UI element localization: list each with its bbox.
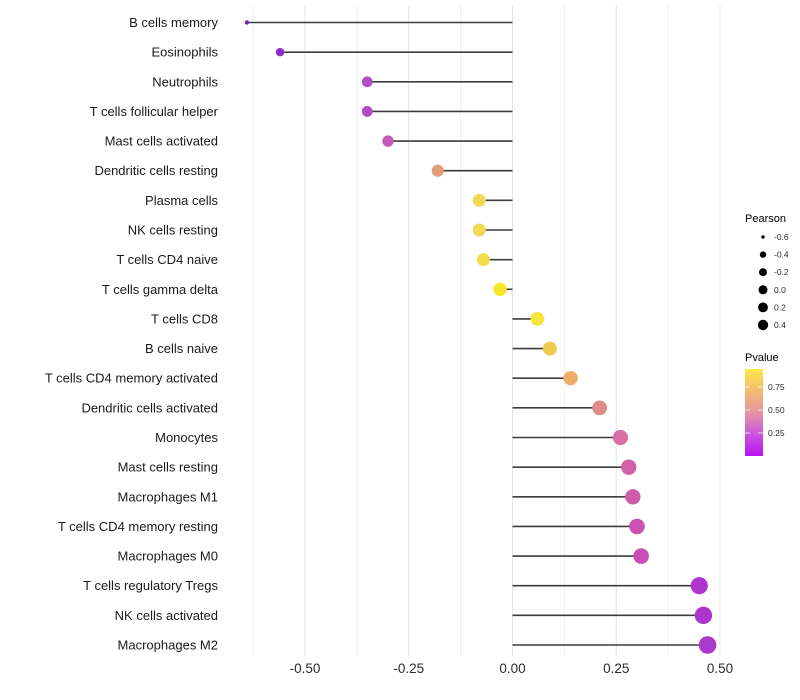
lollipop-row: Macrophages M2: [118, 636, 717, 654]
lollipop-dot: [275, 47, 285, 57]
legend-size-dot: [759, 268, 767, 277]
category-label: Mast cells activated: [105, 134, 218, 149]
lollipop-row: Plasma cells: [145, 193, 513, 208]
legend-size-dot: [757, 319, 769, 331]
lollipop-dot: [592, 400, 608, 416]
category-label: T cells follicular helper: [90, 104, 219, 119]
legend-pvalue-title: Pvalue: [745, 352, 779, 364]
category-label: Macrophages M1: [118, 489, 218, 504]
pvalue-tick-label: 0.75: [768, 382, 785, 392]
x-tick-label: 0.50: [707, 661, 733, 676]
lollipop-row: T cells CD8: [151, 311, 545, 326]
axis-layer: -0.50 -0.25 0.00 0.25 0.50: [290, 661, 734, 676]
lollipop-dot: [472, 223, 486, 237]
lollipop-dot: [361, 76, 373, 88]
pvalue-tick-label: 0.25: [768, 428, 785, 438]
grid-layer: [252, 6, 721, 656]
lollipop-dot: [612, 429, 629, 446]
lollipop-dot: [431, 164, 444, 177]
lollipop-row: NK cells resting: [128, 223, 513, 238]
category-label: Mast cells resting: [118, 460, 218, 475]
lollipop-row: Eosinophils: [152, 45, 513, 60]
legend-size-dot: [759, 251, 767, 258]
lollipop-dot: [563, 371, 578, 386]
category-label: Dendritic cells activated: [81, 400, 218, 415]
lollipop-row: Mast cells activated: [105, 134, 513, 149]
lollipop-row: T cells follicular helper: [90, 104, 513, 119]
legend-size-label: 0.0: [774, 285, 786, 295]
legend-layer: Pearson -0.6 -0.4 -0.2 0.0 0.2 0.4 Pvalue 0.75 0.…: [745, 213, 789, 456]
category-label: Eosinophils: [152, 45, 219, 60]
x-tick-label: 0.00: [499, 661, 525, 676]
lollipop-dot: [382, 135, 394, 147]
legend-size-label: 0.2: [774, 302, 786, 312]
x-tick-label: 0.25: [603, 661, 629, 676]
lollipop-row: T cells gamma delta: [102, 282, 513, 297]
lollipop-dot: [542, 341, 557, 356]
lollipop-dot: [244, 20, 250, 25]
lollipop-dot: [530, 312, 545, 326]
lollipop-dot: [694, 606, 713, 625]
x-tick-label: -0.25: [393, 661, 424, 676]
legend-size-label: 0.4: [774, 320, 786, 330]
category-label: B cells naive: [145, 341, 218, 356]
lollipop-row: T cells CD4 memory activated: [45, 371, 578, 386]
lollipop-row: Mast cells resting: [118, 459, 637, 475]
category-label: Neutrophils: [152, 74, 218, 89]
category-label: T cells CD4 naive: [116, 252, 218, 267]
lollipop-dot: [621, 459, 637, 475]
category-label: NK cells resting: [128, 223, 218, 238]
lollipop-row: B cells memory: [129, 15, 513, 30]
legend-size-label: -0.2: [774, 267, 789, 277]
lollipop-row: T cells CD4 naive: [116, 252, 513, 267]
x-tick-label: -0.50: [290, 661, 321, 676]
category-label: NK cells activated: [115, 608, 218, 623]
lollipop-row: T cells CD4 memory resting: [58, 518, 645, 535]
lollipop-row: Dendritic cells resting: [94, 163, 513, 178]
pvalue-tick-label: 0.50: [768, 405, 785, 415]
lollipop-row: Macrophages M0: [118, 548, 649, 564]
lollipop-dot: [493, 282, 507, 296]
category-label: Macrophages M2: [118, 638, 218, 653]
lollipop-row: Neutrophils: [152, 74, 513, 89]
lollipop-dot: [690, 577, 708, 595]
category-label: T cells CD4 memory resting: [58, 519, 218, 534]
lollipop-dot: [476, 253, 490, 267]
category-label: T cells regulatory Tregs: [83, 578, 218, 593]
pvalue-colorbar: [745, 369, 763, 456]
lollipop-dot: [625, 489, 641, 505]
category-label: T cells CD8: [151, 311, 218, 326]
legend-pearson-title: Pearson: [745, 213, 786, 225]
category-label: Macrophages M0: [118, 549, 218, 564]
lollipop-row: B cells naive: [145, 341, 557, 356]
category-label: B cells memory: [129, 15, 218, 30]
lollipop-dot: [633, 548, 649, 564]
category-label: T cells CD4 memory activated: [45, 371, 218, 386]
category-label: Dendritic cells resting: [94, 163, 218, 178]
lollipop-row: Dendritic cells activated: [81, 400, 608, 416]
category-label: T cells gamma delta: [102, 282, 219, 297]
category-label: Plasma cells: [145, 193, 218, 208]
legend-size-label: -0.6: [774, 232, 789, 242]
lollipop-row: T cells regulatory Tregs: [83, 577, 708, 595]
legend-size-label: -0.4: [774, 250, 789, 260]
category-label: Monocytes: [155, 430, 218, 445]
lollipop-dot: [361, 106, 373, 117]
lollipop-layer: B cells memory Eosinophils Neutrophils T ce…: [45, 15, 717, 654]
lollipop-row: Monocytes: [155, 429, 629, 446]
lollipop-dot: [472, 193, 486, 207]
legend-size-dot: [761, 235, 765, 239]
lollipop-dot: [629, 518, 645, 535]
lollipop-row: NK cells activated: [115, 606, 713, 625]
legend-size-dot: [758, 302, 768, 313]
legend-size-dot: [758, 285, 768, 295]
lollipop-row: Macrophages M1: [118, 489, 641, 505]
lollipop-dot: [698, 636, 717, 654]
